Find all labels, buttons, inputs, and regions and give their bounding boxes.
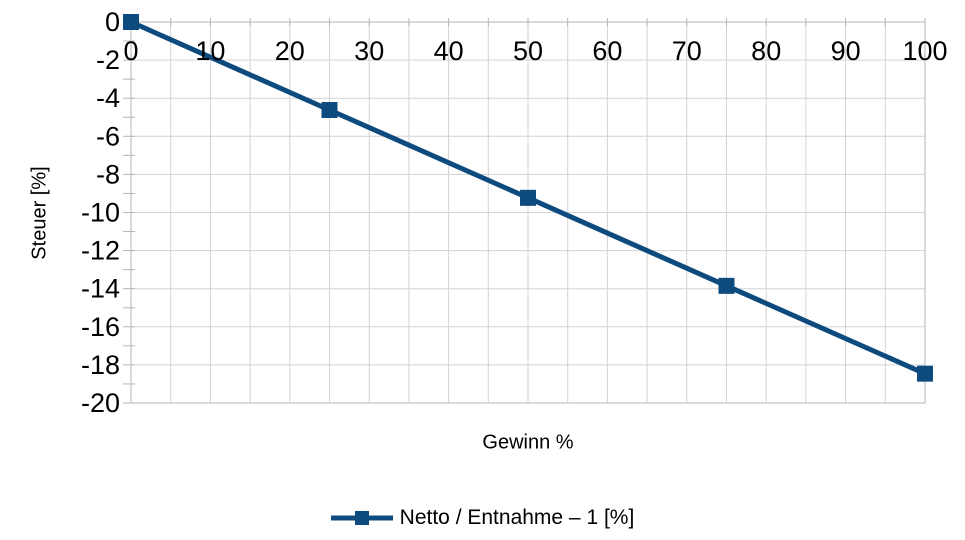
x-axis-title: Gewinn % [482,431,574,454]
y-tick-label: -20 [81,388,120,418]
data-point-marker [718,277,735,294]
data-point-marker [917,365,933,382]
y-tick-label: -8 [96,159,120,189]
y-tick-label: 0 [105,7,120,37]
y-tick-label: -2 [96,45,120,75]
data-point-marker [321,102,338,119]
data-point-marker [123,14,139,30]
x-tick-label: 90 [831,36,861,66]
x-tick-label: 80 [751,36,781,66]
x-tick-label: 30 [354,36,384,66]
x-tick-label: 40 [434,36,464,66]
y-tick-label: -16 [81,312,120,342]
x-tick-label: 70 [672,36,702,66]
legend-label: Netto / Entnahme – 1 [%] [399,506,635,529]
legend-line-marker-icon [330,511,393,525]
x-tick-label: 0 [123,36,138,66]
y-tick-label: -10 [81,198,120,228]
x-tick-label: 100 [902,36,947,66]
y-tick-label: -12 [81,236,120,266]
y-tick-label: -6 [96,121,120,151]
y-axis-title: Steuer [%] [28,166,51,260]
x-tick-label: 50 [513,36,543,66]
legend: Netto / Entnahme – 1 [%] [0,506,965,530]
y-tick-label: -14 [81,274,120,304]
x-tick-label: 20 [275,36,305,66]
x-tick-label: 10 [195,36,225,66]
x-tick-label: 60 [592,36,622,66]
y-tick-label: -18 [81,350,120,380]
y-tick-label: -4 [96,83,120,113]
data-point-marker [520,189,536,206]
chart-plot: 0 10 20 30 40 50 60 70 80 90 1000-2-4-6-8-10-12-14… [81,7,948,418]
